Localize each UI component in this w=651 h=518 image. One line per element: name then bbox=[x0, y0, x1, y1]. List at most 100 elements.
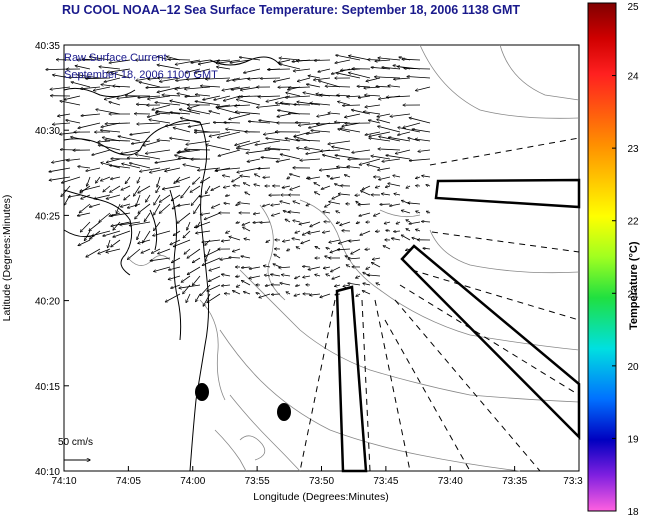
current-vector bbox=[136, 155, 161, 160]
current-vector bbox=[137, 123, 161, 124]
current-vector bbox=[96, 176, 101, 183]
current-vector bbox=[280, 64, 301, 70]
current-vector bbox=[276, 158, 291, 162]
current-vector bbox=[320, 293, 331, 297]
current-vector bbox=[416, 177, 421, 178]
current-vector bbox=[156, 111, 181, 115]
current-vector bbox=[170, 138, 191, 142]
current-vector bbox=[154, 266, 171, 272]
current-vector bbox=[190, 185, 201, 192]
colorbar-tick-label: 18 bbox=[627, 507, 639, 518]
current-vector bbox=[124, 194, 131, 200]
current-vector bbox=[238, 203, 251, 204]
current-vector bbox=[279, 267, 291, 268]
shipping-lanes bbox=[335, 178, 581, 473]
lane-southeast bbox=[400, 244, 581, 441]
y-tick-label: 40:15 bbox=[35, 382, 60, 393]
current-vector bbox=[295, 275, 301, 279]
current-vector bbox=[336, 73, 361, 79]
current-vector bbox=[348, 258, 361, 259]
current-vector bbox=[356, 276, 361, 278]
current-vector bbox=[392, 238, 401, 241]
current-vector bbox=[116, 203, 121, 213]
y-tick-label: 40:35 bbox=[35, 41, 60, 52]
current-vector bbox=[385, 186, 391, 187]
current-vector bbox=[321, 150, 341, 151]
current-vector bbox=[200, 284, 211, 296]
current-vector bbox=[187, 266, 201, 275]
current-vector bbox=[120, 221, 141, 225]
current-vector bbox=[293, 220, 301, 222]
y-tick-label: 40:30 bbox=[35, 126, 60, 137]
current-vector bbox=[111, 73, 131, 79]
current-vector bbox=[282, 275, 291, 276]
current-vector bbox=[150, 167, 171, 173]
current-vector bbox=[191, 194, 201, 205]
current-vector bbox=[200, 194, 211, 197]
current-vector bbox=[79, 203, 91, 213]
current-vector bbox=[352, 149, 371, 153]
current-vector bbox=[198, 167, 221, 170]
x-tick-label: 74:00 bbox=[180, 476, 205, 487]
current-vector bbox=[272, 212, 281, 216]
current-vector bbox=[398, 127, 421, 133]
current-vector bbox=[203, 95, 221, 100]
current-vector bbox=[94, 86, 111, 91]
current-vector bbox=[98, 141, 111, 142]
current-vector bbox=[58, 113, 71, 116]
current-vector bbox=[388, 183, 401, 187]
current-vector bbox=[356, 222, 361, 223]
x-axis-ticks: 74:10 74:05 74:00 73:55 73:50 73:45 73:40 73:35… bbox=[51, 466, 583, 487]
current-vector bbox=[343, 285, 351, 286]
current-vector bbox=[254, 184, 261, 186]
current-vector bbox=[178, 149, 191, 152]
colorbar-ticks: 25 24 23 22 21 20 19 18 bbox=[612, 2, 639, 518]
current-vector bbox=[311, 130, 331, 133]
current-vector bbox=[180, 118, 201, 124]
current-vector bbox=[165, 167, 181, 171]
current-vector bbox=[349, 56, 371, 61]
current-vector bbox=[89, 221, 101, 231]
current-vector bbox=[243, 183, 251, 187]
current-vector bbox=[283, 240, 291, 242]
current-vector bbox=[268, 148, 291, 151]
current-vector bbox=[364, 112, 381, 115]
current-vector bbox=[86, 167, 101, 171]
current-vector bbox=[236, 222, 241, 223]
current-vector bbox=[217, 67, 231, 70]
current-vector bbox=[263, 266, 271, 267]
current-vector bbox=[282, 185, 291, 188]
bathymetry-contours bbox=[129, 44, 580, 472]
current-vector bbox=[175, 86, 191, 89]
current-vector bbox=[348, 283, 361, 286]
lane-south bbox=[335, 285, 368, 473]
y-tick-label: 40:20 bbox=[35, 297, 60, 308]
current-vector bbox=[121, 149, 141, 154]
current-vector bbox=[113, 221, 121, 230]
current-vector bbox=[233, 186, 241, 187]
current-vector bbox=[233, 248, 241, 252]
current-vector bbox=[363, 283, 371, 285]
current-vector bbox=[409, 221, 421, 224]
current-vector bbox=[286, 93, 301, 97]
current-vector bbox=[179, 284, 201, 288]
current-vector bbox=[173, 128, 191, 133]
current-vector bbox=[118, 136, 141, 142]
current-vector bbox=[384, 222, 391, 224]
current-vector bbox=[223, 175, 231, 177]
current-vector bbox=[323, 155, 341, 160]
colorbar-tick-label: 25 bbox=[627, 2, 639, 13]
current-vector bbox=[53, 123, 71, 124]
current-vector bbox=[78, 122, 101, 128]
current-vector bbox=[191, 59, 211, 63]
current-vector bbox=[178, 203, 191, 206]
current-vector bbox=[230, 59, 251, 63]
current-vector bbox=[321, 185, 331, 189]
current-vector bbox=[367, 165, 381, 169]
current-vector bbox=[235, 140, 251, 145]
current-vector bbox=[109, 102, 121, 106]
current-vector bbox=[244, 239, 251, 240]
current-vector bbox=[356, 294, 361, 296]
current-vector bbox=[171, 284, 181, 288]
